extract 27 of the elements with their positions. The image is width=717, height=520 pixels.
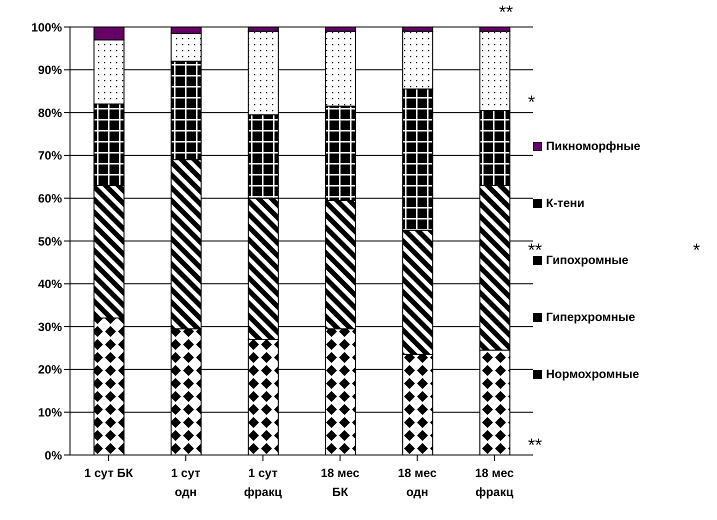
text: Гиперхромные (546, 310, 636, 324)
x-tick-label: 18 мес одн (398, 466, 437, 499)
text: * (693, 240, 700, 261)
text: ** (499, 2, 514, 23)
annotation: ** (528, 240, 542, 261)
annotation: * (528, 92, 536, 113)
y-tick-label: 100% (31, 20, 62, 34)
y-tick-label: 60% (38, 191, 62, 206)
x-tick-label: 1 сут одн (171, 466, 201, 499)
y-tick-label: 0% (44, 448, 62, 462)
x-tick-label: 18 мес БК (320, 466, 360, 499)
text: К-тени (546, 196, 584, 210)
y-tick-label: 20% (38, 362, 62, 377)
y-tick-label: 30% (38, 320, 62, 334)
legend-label: Пикноморфные (546, 139, 640, 153)
text: Гипохромные (546, 253, 628, 267)
y-tick-label: 40% (38, 277, 62, 292)
text: Нормохромные (546, 367, 640, 381)
x-tick-label: 1 сут фракц (244, 466, 282, 499)
x-tick-label: 18 мес фракц (475, 466, 514, 499)
annotation: ** (528, 435, 542, 456)
x-tick-label: 1 сут БК (84, 466, 134, 480)
y-tick-label: 50% (38, 234, 62, 248)
y-tick-label: 90% (38, 63, 62, 78)
y-tick-label: 80% (38, 106, 62, 120)
y-tick-label: 10% (38, 405, 62, 420)
y-tick-label: 70% (38, 148, 62, 163)
